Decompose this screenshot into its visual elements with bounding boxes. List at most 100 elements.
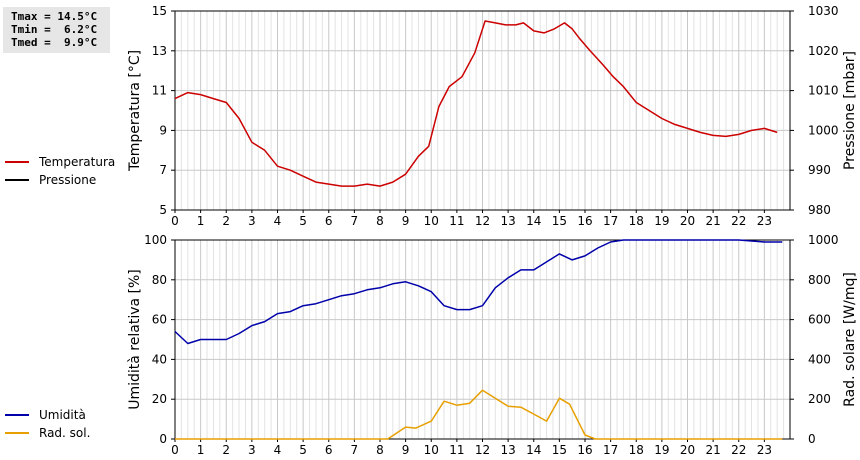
y2-tick-label: 400 — [808, 352, 831, 366]
x-tick-label: 15 — [552, 443, 567, 457]
y-tick-label: 11 — [152, 84, 167, 98]
y2-tick-label: 980 — [808, 203, 831, 217]
x-tick-label: 1 — [197, 443, 205, 457]
x-tick-label: 16 — [577, 443, 592, 457]
legend-swatch-umidita — [5, 414, 29, 416]
tmax-text: Tmax = 14.5°C — [11, 10, 98, 23]
y-tick-label: 15 — [152, 4, 167, 18]
x-tick-label: 15 — [552, 214, 567, 228]
x-tick-label: 13 — [500, 443, 515, 457]
y2-tick-label: 200 — [808, 392, 831, 406]
y2-tick-label: 600 — [808, 313, 831, 327]
x-tick-label: 7 — [351, 443, 359, 457]
y-tick-label: 13 — [152, 44, 167, 58]
y-tick-label: 40 — [152, 352, 167, 366]
x-tick-label: 2 — [222, 214, 230, 228]
x-tick-label: 17 — [603, 443, 618, 457]
x-tick-label: 8 — [376, 443, 384, 457]
x-tick-label: 22 — [731, 443, 746, 457]
legend-item-pressione: Pressione — [5, 171, 115, 189]
x-tick-label: 19 — [654, 214, 669, 228]
x-tick-label: 5 — [299, 443, 307, 457]
legend-top: Temperatura Pressione — [5, 153, 115, 189]
x-tick-label: 12 — [475, 443, 490, 457]
y2-tick-label: 990 — [808, 163, 831, 177]
x-tick-label: 17 — [603, 214, 618, 228]
x-tick-label: 0 — [171, 443, 179, 457]
y-axis-label: Umidità relativa [%] — [127, 269, 143, 410]
x-tick-label: 18 — [629, 443, 644, 457]
x-tick-label: 1 — [197, 214, 205, 228]
x-tick-label: 4 — [274, 443, 282, 457]
x-tick-label: 21 — [705, 214, 720, 228]
legend-item-umidita: Umidità — [5, 406, 90, 424]
legend-item-temperatura: Temperatura — [5, 153, 115, 171]
y-axis-label: Temperatura [°C] — [127, 50, 143, 172]
y-tick-label: 80 — [152, 273, 167, 287]
y-tick-label: 60 — [152, 313, 167, 327]
x-tick-label: 12 — [475, 214, 490, 228]
y-tick-label: 0 — [159, 432, 167, 446]
legend-item-radsol: Rad. sol. — [5, 424, 90, 442]
x-tick-label: 5 — [299, 214, 307, 228]
legend-bottom: Umidità Rad. sol. — [5, 408, 90, 442]
y2-tick-label: 1010 — [808, 84, 839, 98]
y-tick-label: 7 — [159, 163, 167, 177]
x-tick-label: 3 — [248, 443, 256, 457]
y-tick-label: 20 — [152, 392, 167, 406]
y2-axis-label: Rad. solare [W/mq] — [842, 272, 858, 407]
x-tick-label: 10 — [424, 214, 439, 228]
y2-axis-label: Pressione [mbar] — [842, 51, 858, 170]
y-tick-label: 100 — [144, 233, 167, 247]
series-line-temperatura — [174, 20, 778, 187]
legend-label-umidita: Umidità — [39, 408, 86, 422]
x-tick-label: 23 — [757, 214, 772, 228]
x-tick-label: 19 — [654, 443, 669, 457]
y-tick-label: 9 — [159, 123, 167, 137]
y2-tick-label: 0 — [808, 432, 816, 446]
x-tick-label: 20 — [680, 214, 695, 228]
x-tick-label: 4 — [274, 214, 282, 228]
x-tick-label: 8 — [376, 214, 384, 228]
x-tick-label: 6 — [325, 443, 333, 457]
series-line-umidit- — [174, 239, 783, 345]
x-tick-label: 9 — [402, 443, 410, 457]
tmin-text: Tmin = 6.2°C — [11, 23, 98, 36]
x-tick-label: 11 — [449, 214, 464, 228]
x-tick-label: 16 — [577, 214, 592, 228]
x-tick-label: 22 — [731, 214, 746, 228]
y2-tick-label: 1030 — [808, 4, 839, 18]
y2-tick-label: 1000 — [808, 233, 839, 247]
legend-label-pressione: Pressione — [39, 173, 97, 187]
legend-swatch-radsol — [5, 432, 29, 434]
y2-tick-label: 800 — [808, 273, 831, 287]
x-tick-label: 7 — [351, 214, 359, 228]
x-tick-label: 21 — [705, 443, 720, 457]
x-tick-label: 14 — [526, 214, 541, 228]
y-tick-label: 5 — [159, 203, 167, 217]
x-tick-label: 0 — [171, 214, 179, 228]
tmed-text: Tmed = 9.9°C — [11, 36, 98, 49]
x-tick-label: 9 — [402, 214, 410, 228]
x-tick-label: 2 — [222, 443, 230, 457]
legend-label-temperatura: Temperatura — [39, 155, 116, 169]
x-tick-label: 14 — [526, 443, 541, 457]
x-tick-label: 23 — [757, 443, 772, 457]
x-tick-label: 10 — [424, 443, 439, 457]
y2-tick-label: 1020 — [808, 44, 839, 58]
legend-swatch-pressione — [5, 179, 29, 181]
x-tick-label: 6 — [325, 214, 333, 228]
stats-box: Tmax = 14.5°C Tmin = 6.2°C Tmed = 9.9°C — [3, 7, 110, 53]
x-tick-label: 20 — [680, 443, 695, 457]
x-tick-label: 3 — [248, 214, 256, 228]
x-tick-label: 11 — [449, 443, 464, 457]
x-tick-label: 18 — [629, 214, 644, 228]
y2-tick-label: 1000 — [808, 123, 839, 137]
legend-label-radsol: Rad. sol. — [39, 426, 91, 440]
legend-swatch-temperatura — [5, 161, 29, 163]
series-line-rad-sol- — [175, 389, 783, 440]
x-tick-label: 13 — [500, 214, 515, 228]
